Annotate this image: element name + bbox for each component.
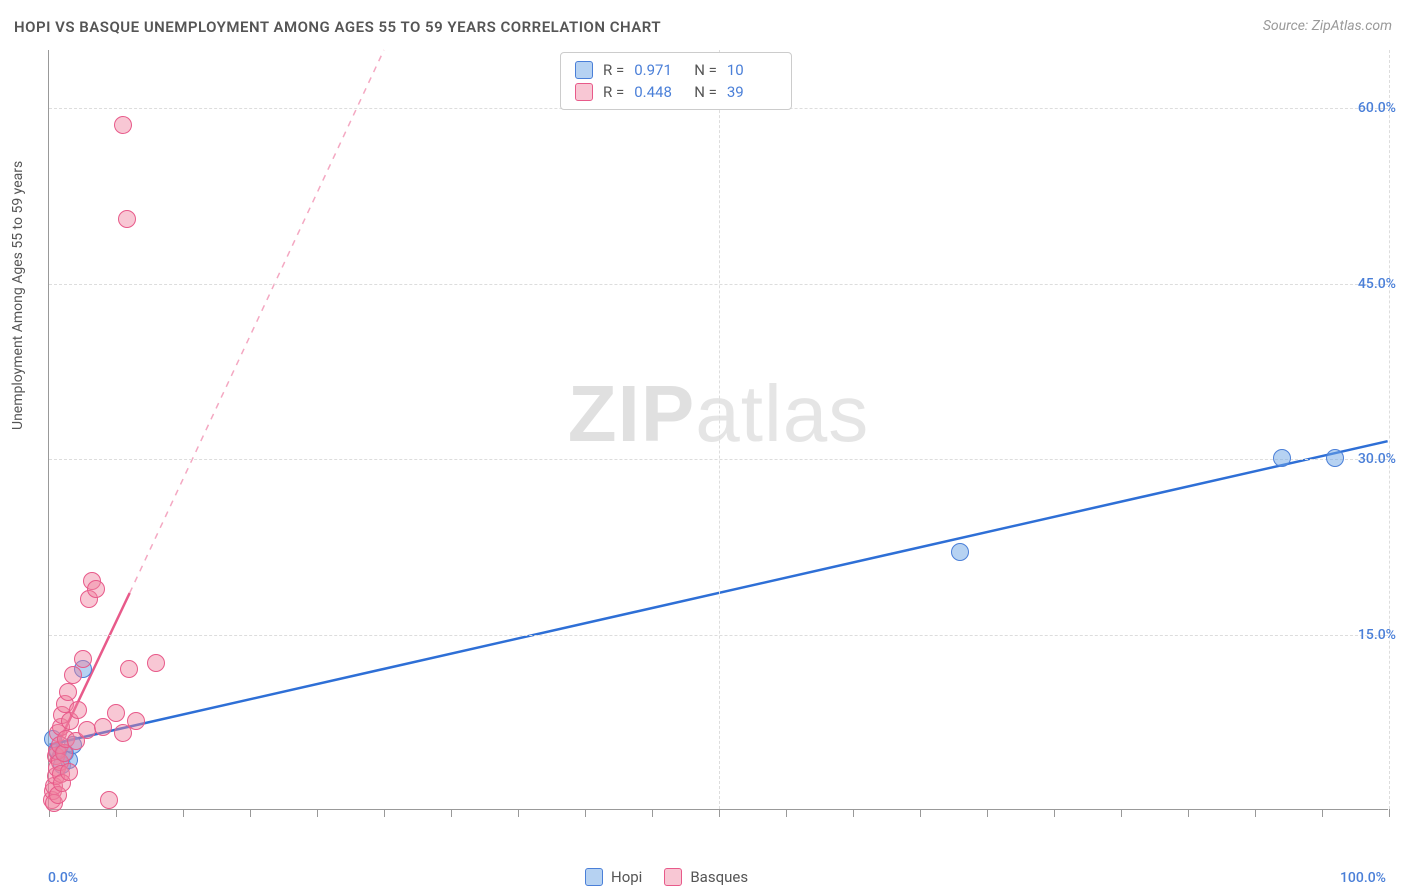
n-label: N = (694, 83, 717, 101)
stats-row: R = 0.448 N = 39 (575, 81, 777, 103)
y-tick-label: 45.0% (1358, 276, 1396, 292)
x-tick (585, 809, 586, 817)
basque-point (59, 683, 77, 701)
basque-point (127, 712, 145, 730)
basque-point (74, 650, 92, 668)
hopi-point (951, 543, 969, 561)
basque-point (60, 763, 78, 781)
r-value: 0.448 (634, 83, 684, 101)
hopi-point (1326, 449, 1344, 467)
stats-row: R = 0.971 N = 10 (575, 59, 777, 81)
grid-line-vertical (719, 50, 720, 809)
n-value: 39 (727, 83, 777, 101)
x-tick (786, 809, 787, 817)
series-legend: Hopi Basques (585, 868, 748, 886)
x-tick (987, 809, 988, 817)
basque-point (100, 791, 118, 809)
y-axis-label: Unemployment Among Ages 55 to 59 years (10, 161, 26, 430)
x-tick-label: 100.0% (1340, 870, 1386, 886)
x-tick-label: 0.0% (48, 870, 78, 886)
n-value: 10 (727, 61, 777, 79)
basque-point (64, 666, 82, 684)
basque-point (78, 721, 96, 739)
chart-header: HOPI VS BASQUE UNEMPLOYMENT AMONG AGES 5… (14, 18, 1392, 36)
basque-point (94, 718, 112, 736)
watermark-zip: ZIP (568, 369, 695, 458)
basque-point (107, 704, 125, 722)
x-tick (652, 809, 653, 817)
correlation-stats-box: R = 0.971 N = 10 R = 0.448 N = 39 (560, 52, 792, 110)
legend-item: Hopi (585, 868, 642, 886)
basque-swatch-icon (664, 868, 682, 886)
x-tick (853, 809, 854, 817)
basque-swatch-icon (575, 83, 593, 101)
x-tick (1322, 809, 1323, 817)
y-tick-label: 30.0% (1358, 451, 1396, 467)
scatter-plot: ZIPatlas (48, 50, 1388, 810)
basque-point (87, 580, 105, 598)
basque-point (114, 116, 132, 134)
x-tick (384, 809, 385, 817)
x-tick (1255, 809, 1256, 817)
basque-point (120, 660, 138, 678)
hopi-point (1273, 449, 1291, 467)
x-tick (719, 809, 720, 817)
x-tick (317, 809, 318, 817)
hopi-swatch-icon (575, 61, 593, 79)
r-label: R = (603, 83, 624, 101)
x-tick (1121, 809, 1122, 817)
legend-item: Basques (664, 868, 748, 886)
chart-title: HOPI VS BASQUE UNEMPLOYMENT AMONG AGES 5… (14, 18, 661, 36)
legend-label: Hopi (611, 868, 642, 886)
grid-line-vertical (1389, 50, 1390, 809)
y-tick-label: 15.0% (1358, 627, 1396, 643)
watermark-atlas: atlas (695, 369, 869, 458)
source-attribution: Source: ZipAtlas.com (1263, 18, 1392, 34)
x-tick (920, 809, 921, 817)
x-tick (451, 809, 452, 817)
x-tick (1389, 809, 1390, 817)
hopi-swatch-icon (585, 868, 603, 886)
x-tick (183, 809, 184, 817)
r-value: 0.971 (634, 61, 684, 79)
y-tick-label: 60.0% (1358, 100, 1396, 116)
basque-point (147, 654, 165, 672)
x-tick (1188, 809, 1189, 817)
x-tick (116, 809, 117, 817)
basque-point (69, 701, 87, 719)
x-tick (1054, 809, 1055, 817)
r-label: R = (603, 61, 624, 79)
n-label: N = (694, 61, 717, 79)
basque-point (118, 210, 136, 228)
legend-label: Basques (690, 868, 748, 886)
x-tick (250, 809, 251, 817)
x-tick (518, 809, 519, 817)
